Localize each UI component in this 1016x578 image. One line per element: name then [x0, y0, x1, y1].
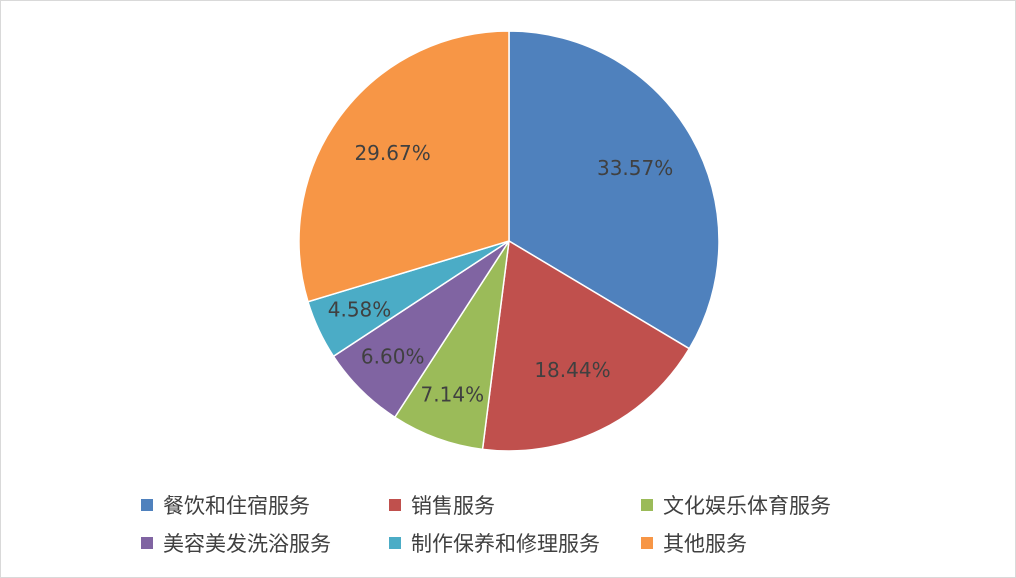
pie-data-labels: 33.57% 18.44% 7.14% 6.60% 4.58% 29.67%: [328, 141, 673, 406]
legend-swatch: [389, 537, 401, 549]
legend-item-repair-maintenance: 制作保养和修理服务: [389, 528, 641, 558]
legend-item-dining-lodging: 餐饮和住宿服务: [141, 490, 389, 520]
legend-swatch: [141, 537, 153, 549]
legend-swatch: [641, 499, 653, 511]
pie-slice-other-services: [298, 30, 510, 303]
data-label-other-services: 29.67%: [354, 141, 430, 165]
legend-row-1: 餐饮和住宿服务 销售服务 文化娱乐体育服务: [141, 486, 901, 524]
legend-label: 餐饮和住宿服务: [163, 494, 310, 518]
legend-swatch: [141, 499, 153, 511]
legend-label: 其他服务: [663, 532, 747, 556]
pie-slice-sales: [481, 239, 691, 452]
legend-item-beauty-bath: 美容美发洗浴服务: [141, 528, 389, 558]
legend-swatch: [389, 499, 401, 511]
legend-item-other-services: 其他服务: [641, 528, 901, 558]
legend-label: 制作保养和修理服务: [411, 532, 600, 556]
pie-slice-dining-lodging: [508, 30, 720, 350]
data-label-repair-maintenance: 4.58%: [328, 297, 392, 321]
legend-label: 美容美发洗浴服务: [163, 532, 331, 556]
legend-swatch: [641, 537, 653, 549]
data-label-culture-entertainment: 7.14%: [421, 382, 485, 406]
legend-row-2: 美容美发洗浴服务 制作保养和修理服务 其他服务: [141, 524, 901, 562]
pie-slices: [298, 30, 720, 452]
legend-label: 销售服务: [411, 494, 495, 518]
data-label-beauty-bath: 6.60%: [361, 345, 425, 369]
data-label-sales: 18.44%: [534, 358, 610, 382]
legend-item-sales: 销售服务: [389, 490, 641, 520]
legend-item-culture-entertainment: 文化娱乐体育服务: [641, 490, 901, 520]
legend-label: 文化娱乐体育服务: [663, 494, 831, 518]
data-label-dining-lodging: 33.57%: [597, 156, 673, 180]
legend: 餐饮和住宿服务 销售服务 文化娱乐体育服务 美容美发洗浴服务 制作保养和修理服务: [141, 486, 901, 562]
